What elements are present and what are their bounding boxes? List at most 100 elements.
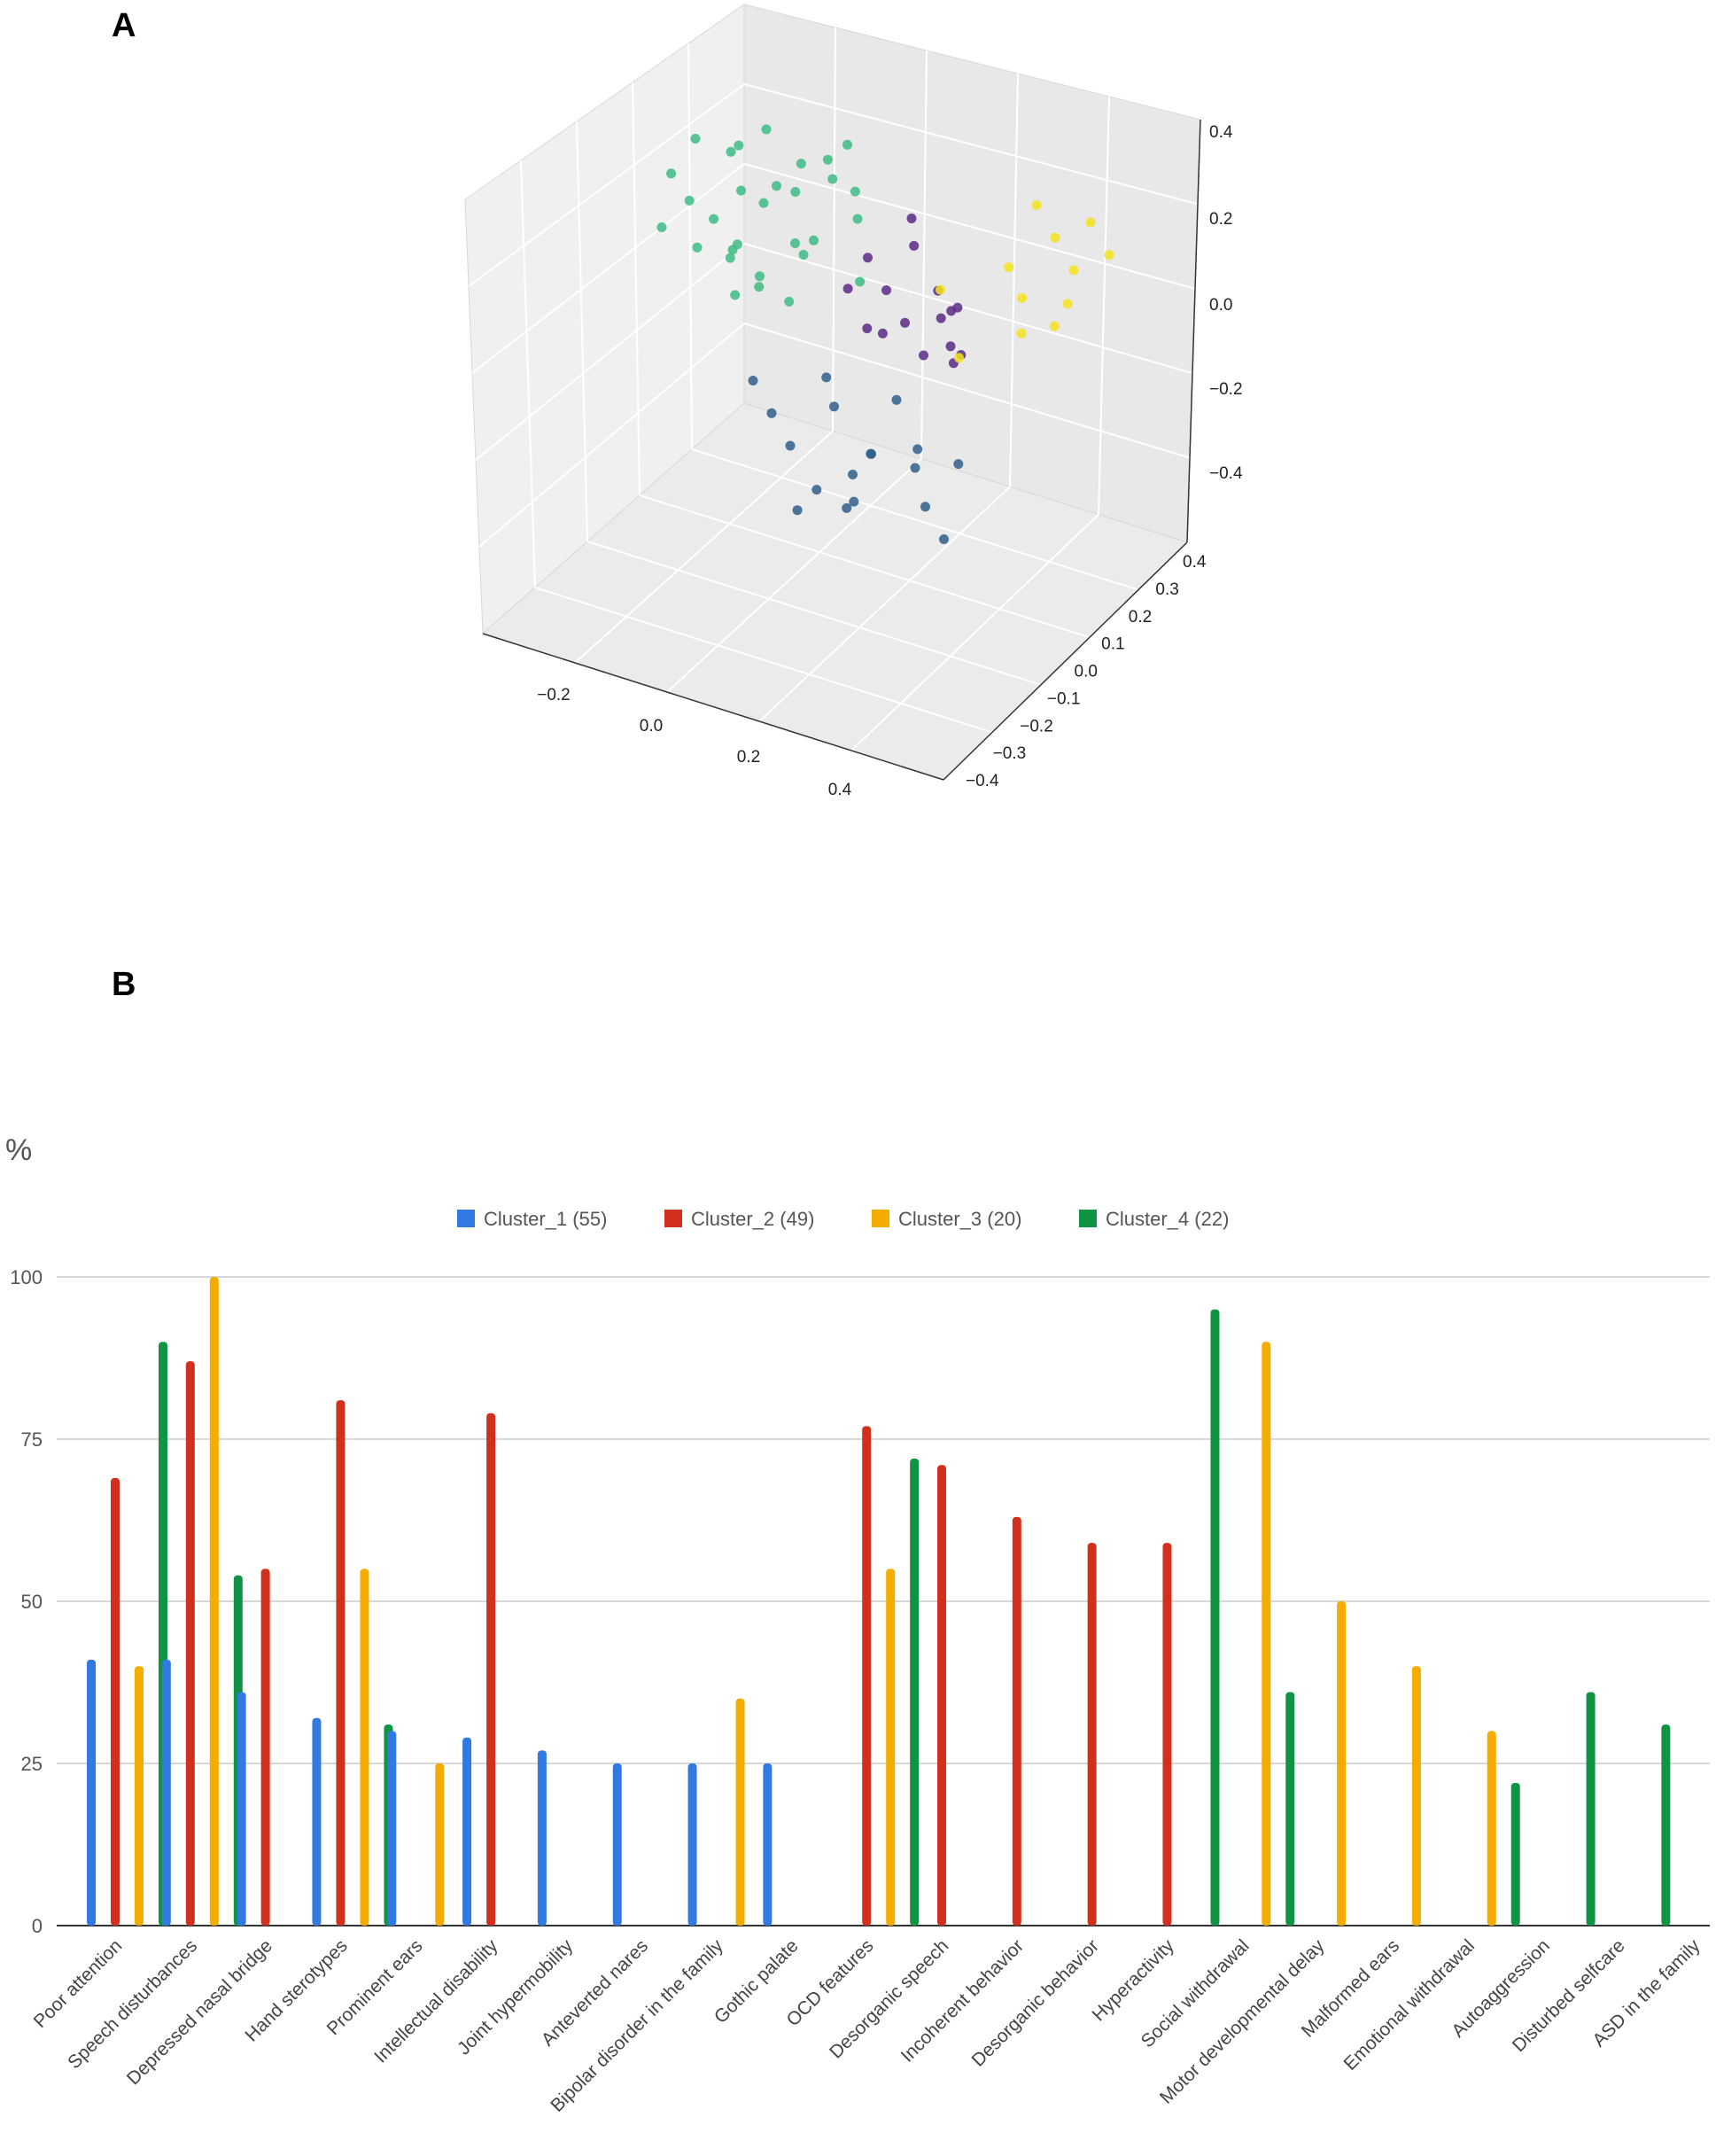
bar: [185, 1361, 195, 1926]
y-tick-label: −0.1: [1047, 689, 1081, 708]
scatter-point: [909, 240, 920, 251]
bar: [862, 1426, 872, 1926]
x-tick-label: 0.4: [828, 781, 852, 799]
bar: [312, 1717, 322, 1926]
grid-line: [475, 243, 745, 461]
grid-line: [632, 82, 641, 496]
scatter-point: [1004, 262, 1014, 273]
bar: [1262, 1342, 1271, 1926]
y-tick-label: 0.4: [1183, 553, 1207, 572]
scatter-point: [829, 401, 839, 412]
bar: [462, 1737, 472, 1926]
bar: [1661, 1724, 1671, 1926]
bar: [237, 1692, 246, 1926]
panel-a-label: A: [112, 7, 136, 44]
scatter-point: [1017, 292, 1028, 303]
x-tick-label: Emotional withdrawal: [1340, 1935, 1479, 2074]
scatter-point: [910, 463, 920, 473]
z-tick-label: 0.2: [1209, 210, 1232, 229]
scatter-point: [1050, 232, 1060, 243]
scatter-point: [748, 376, 758, 385]
bar: [1210, 1309, 1220, 1926]
bar: [135, 1666, 144, 1926]
scatter-point: [842, 284, 853, 294]
z-tick-label: 0.4: [1209, 123, 1233, 142]
grid-line: [576, 121, 588, 542]
y-tick-label: −0.2: [1020, 717, 1053, 736]
scatter-point: [692, 242, 703, 253]
scatter-point: [736, 185, 746, 196]
scatter-point: [666, 168, 677, 179]
scatter-point: [758, 198, 769, 208]
bar: [387, 1731, 397, 1926]
bar: [1285, 1692, 1295, 1926]
bar: [735, 1698, 745, 1926]
scatter-point: [945, 341, 956, 352]
scatter-point: [848, 470, 858, 479]
bar: [336, 1400, 346, 1926]
y-tick-label: 50: [21, 1591, 43, 1613]
z-tick-label: −0.4: [1209, 464, 1243, 483]
x-axis-line: [482, 633, 944, 781]
scatter-point: [726, 146, 736, 157]
x-tick-label: Incoherent behavior: [897, 1935, 1029, 2066]
scatter-3d-chart: −0.20.00.20.40.40.30.20.10.0−0.1−0.2−0.3…: [464, 4, 1243, 799]
scatter-point: [822, 154, 833, 165]
grid-line: [666, 458, 922, 693]
grid-line: [743, 163, 1196, 290]
bar: [910, 1458, 920, 1926]
scatter-point: [772, 181, 781, 191]
scatter-point: [881, 285, 891, 295]
z-tick-label: −0.2: [1209, 380, 1243, 399]
scatter-point: [784, 296, 795, 307]
scatter-point: [919, 350, 928, 361]
bar: [687, 1763, 697, 1926]
bar: [161, 1659, 171, 1926]
y-tick-label: 0.2: [1129, 608, 1152, 627]
grid-line: [534, 587, 993, 734]
scatter-point: [690, 134, 701, 144]
grid-line: [586, 541, 1042, 686]
grid-line: [743, 243, 1193, 375]
scatter-point: [811, 485, 822, 495]
scatter-point: [866, 448, 876, 459]
scatter-point: [862, 323, 873, 334]
gridlines: 0 25 50 75 100: [10, 1266, 1710, 1937]
scatter-point: [798, 250, 809, 260]
x-tick-label: Depressed nasal bridge: [123, 1935, 276, 2089]
scatter-point: [656, 222, 667, 232]
scatter-point: [900, 317, 910, 328]
scatter-point: [796, 159, 806, 169]
bar: [111, 1477, 120, 1926]
bar: [1162, 1543, 1172, 1926]
scatter-point: [821, 372, 832, 383]
scatter-point: [920, 502, 930, 512]
scatter-point: [1049, 321, 1060, 331]
grid-line: [687, 43, 693, 450]
y-tick-label: 0: [32, 1915, 43, 1937]
bar: [260, 1568, 270, 1926]
grid-line: [639, 494, 1091, 639]
z-axis-line: [1186, 119, 1201, 543]
scatter-point: [792, 505, 803, 516]
y-tick-label: 100: [10, 1266, 43, 1288]
scatter-point: [912, 444, 923, 455]
bar: [435, 1763, 445, 1926]
scatter-point: [732, 239, 742, 250]
y-tick-label: 0.3: [1155, 580, 1178, 599]
y-axis-line: [943, 541, 1188, 781]
scatter-point: [1068, 265, 1079, 276]
grid-line: [468, 83, 745, 287]
scatter-point: [952, 302, 963, 313]
scatter-point: [730, 290, 741, 300]
bar: [360, 1568, 369, 1926]
bar: [1487, 1731, 1496, 1926]
y-tick-label: 75: [21, 1428, 43, 1451]
scatter-point: [939, 534, 949, 544]
legend-label: Cluster_3 (20): [898, 1208, 1021, 1230]
scatter-point: [936, 313, 946, 323]
bar: [1087, 1543, 1097, 1926]
axis-panes: [464, 4, 1201, 781]
bar: [1337, 1601, 1347, 1926]
legend-swatch: [664, 1210, 682, 1227]
